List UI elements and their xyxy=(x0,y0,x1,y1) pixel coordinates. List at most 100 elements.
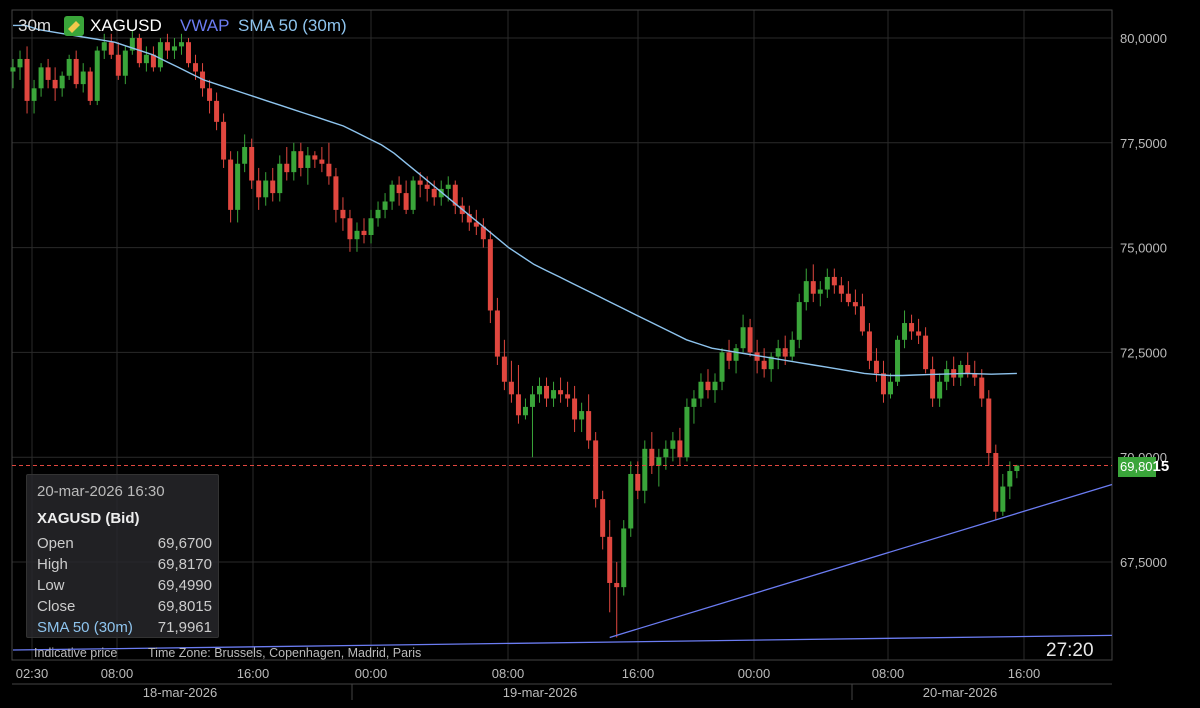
candle-body xyxy=(171,46,177,51)
candle-body xyxy=(705,381,711,391)
candle-body xyxy=(122,50,128,76)
candle-body xyxy=(101,42,107,51)
candle-body xyxy=(389,184,395,202)
candle-body xyxy=(880,373,886,395)
candle-body xyxy=(263,180,269,198)
candle-body xyxy=(712,381,718,391)
candle-body xyxy=(494,310,500,357)
candle-body xyxy=(417,180,423,185)
candle-body xyxy=(986,398,992,454)
infobox-datetime: 20-mar-2026 16:30 xyxy=(37,483,165,500)
candle-body xyxy=(522,406,528,416)
candle-body xyxy=(916,331,922,336)
candle-body xyxy=(1000,486,1006,512)
candle-body xyxy=(501,356,507,382)
candle-body xyxy=(537,385,542,395)
timezone-label[interactable]: Time Zone: Brussels, Copenhagen, Madrid,… xyxy=(148,646,422,660)
candle-body xyxy=(979,377,985,399)
candle-body xyxy=(733,348,739,361)
candle-body xyxy=(94,50,100,101)
candle-body xyxy=(579,411,585,420)
candle-body xyxy=(600,499,606,537)
candle-body xyxy=(817,289,823,294)
candle-body xyxy=(249,146,255,181)
candle-body xyxy=(221,121,227,160)
candle-body xyxy=(635,473,641,491)
candle-body xyxy=(452,184,458,206)
candle-body xyxy=(944,369,950,382)
infobox-low: Low 69,4990 xyxy=(37,577,212,594)
gold-bar-icon xyxy=(64,16,84,41)
candle-body xyxy=(593,440,599,500)
candles xyxy=(10,29,1020,638)
candle-body xyxy=(993,453,999,512)
x-tick-label: 16:00 xyxy=(237,666,270,681)
x-tick-label: 08:00 xyxy=(492,666,525,681)
candle-body xyxy=(164,42,170,51)
candle-body xyxy=(747,327,753,353)
candle-body xyxy=(424,184,430,189)
y-tick-label: 72,5000 xyxy=(1120,345,1167,360)
candle-body xyxy=(565,394,571,399)
candle-body xyxy=(838,285,844,294)
candle-body xyxy=(108,42,114,55)
interval-label[interactable]: 30m xyxy=(18,16,52,35)
vwap-legend[interactable]: VWAP xyxy=(180,16,230,35)
candle-body xyxy=(396,184,402,194)
candle-body xyxy=(810,281,816,294)
candle-body xyxy=(312,155,318,160)
ohlc-infobox: 20-mar-2026 16:30 XAGUSD (Bid) Open 69,67… xyxy=(26,474,219,638)
candle-body xyxy=(852,302,858,307)
candle-body xyxy=(487,239,493,311)
candle-body xyxy=(361,230,367,236)
candle-body xyxy=(831,276,837,286)
candle-body xyxy=(965,364,971,374)
candle-body xyxy=(431,188,437,198)
candle-body xyxy=(228,159,234,210)
infobox-sma: SMA 50 (30m) 71,9961 xyxy=(37,619,212,636)
sma-50-line xyxy=(13,24,1017,377)
candle-body xyxy=(143,54,149,64)
candle-body xyxy=(129,38,135,51)
candle-body xyxy=(796,302,802,340)
candle-body xyxy=(115,54,121,76)
candle-body xyxy=(31,88,37,101)
candle-body xyxy=(628,473,634,529)
sma-legend[interactable]: SMA 50 (30m) xyxy=(238,16,347,35)
candle-body xyxy=(621,528,627,588)
indicative-price-note: Indicative price xyxy=(34,646,118,660)
date-label: 19-mar-2026 xyxy=(503,685,577,700)
candle-body xyxy=(923,335,929,370)
candle-body xyxy=(473,222,479,227)
candle-body xyxy=(445,184,451,189)
candle-body xyxy=(789,339,795,357)
candle-body xyxy=(326,163,332,177)
candle-body xyxy=(319,159,325,164)
candle-body xyxy=(972,373,978,378)
date-label: 20-mar-2026 xyxy=(923,685,997,700)
symbol-label[interactable]: XAGUSD xyxy=(90,16,162,35)
candle-body xyxy=(754,352,760,361)
candle-body xyxy=(719,352,725,382)
vwap-line xyxy=(12,634,1113,651)
candle-body xyxy=(895,339,901,382)
candle-body xyxy=(698,381,704,399)
candle-body xyxy=(80,71,86,85)
candle-body xyxy=(803,281,809,303)
candle-body xyxy=(368,218,374,236)
candle-body xyxy=(270,180,276,194)
candle-body xyxy=(873,360,879,374)
candle-body xyxy=(684,406,690,458)
candle-body xyxy=(291,151,297,173)
candle-body xyxy=(529,394,535,407)
date-label: 18-mar-2026 xyxy=(143,685,217,700)
candle-body xyxy=(242,146,248,164)
y-tick-label: 77,5000 xyxy=(1120,136,1167,151)
candle-body xyxy=(24,58,30,101)
x-tick-label: 16:00 xyxy=(1008,666,1041,681)
infobox-instrument: XAGUSD (Bid) xyxy=(37,510,140,527)
candle-body xyxy=(59,75,65,89)
candle-body xyxy=(515,394,521,416)
candle-body xyxy=(333,176,339,210)
